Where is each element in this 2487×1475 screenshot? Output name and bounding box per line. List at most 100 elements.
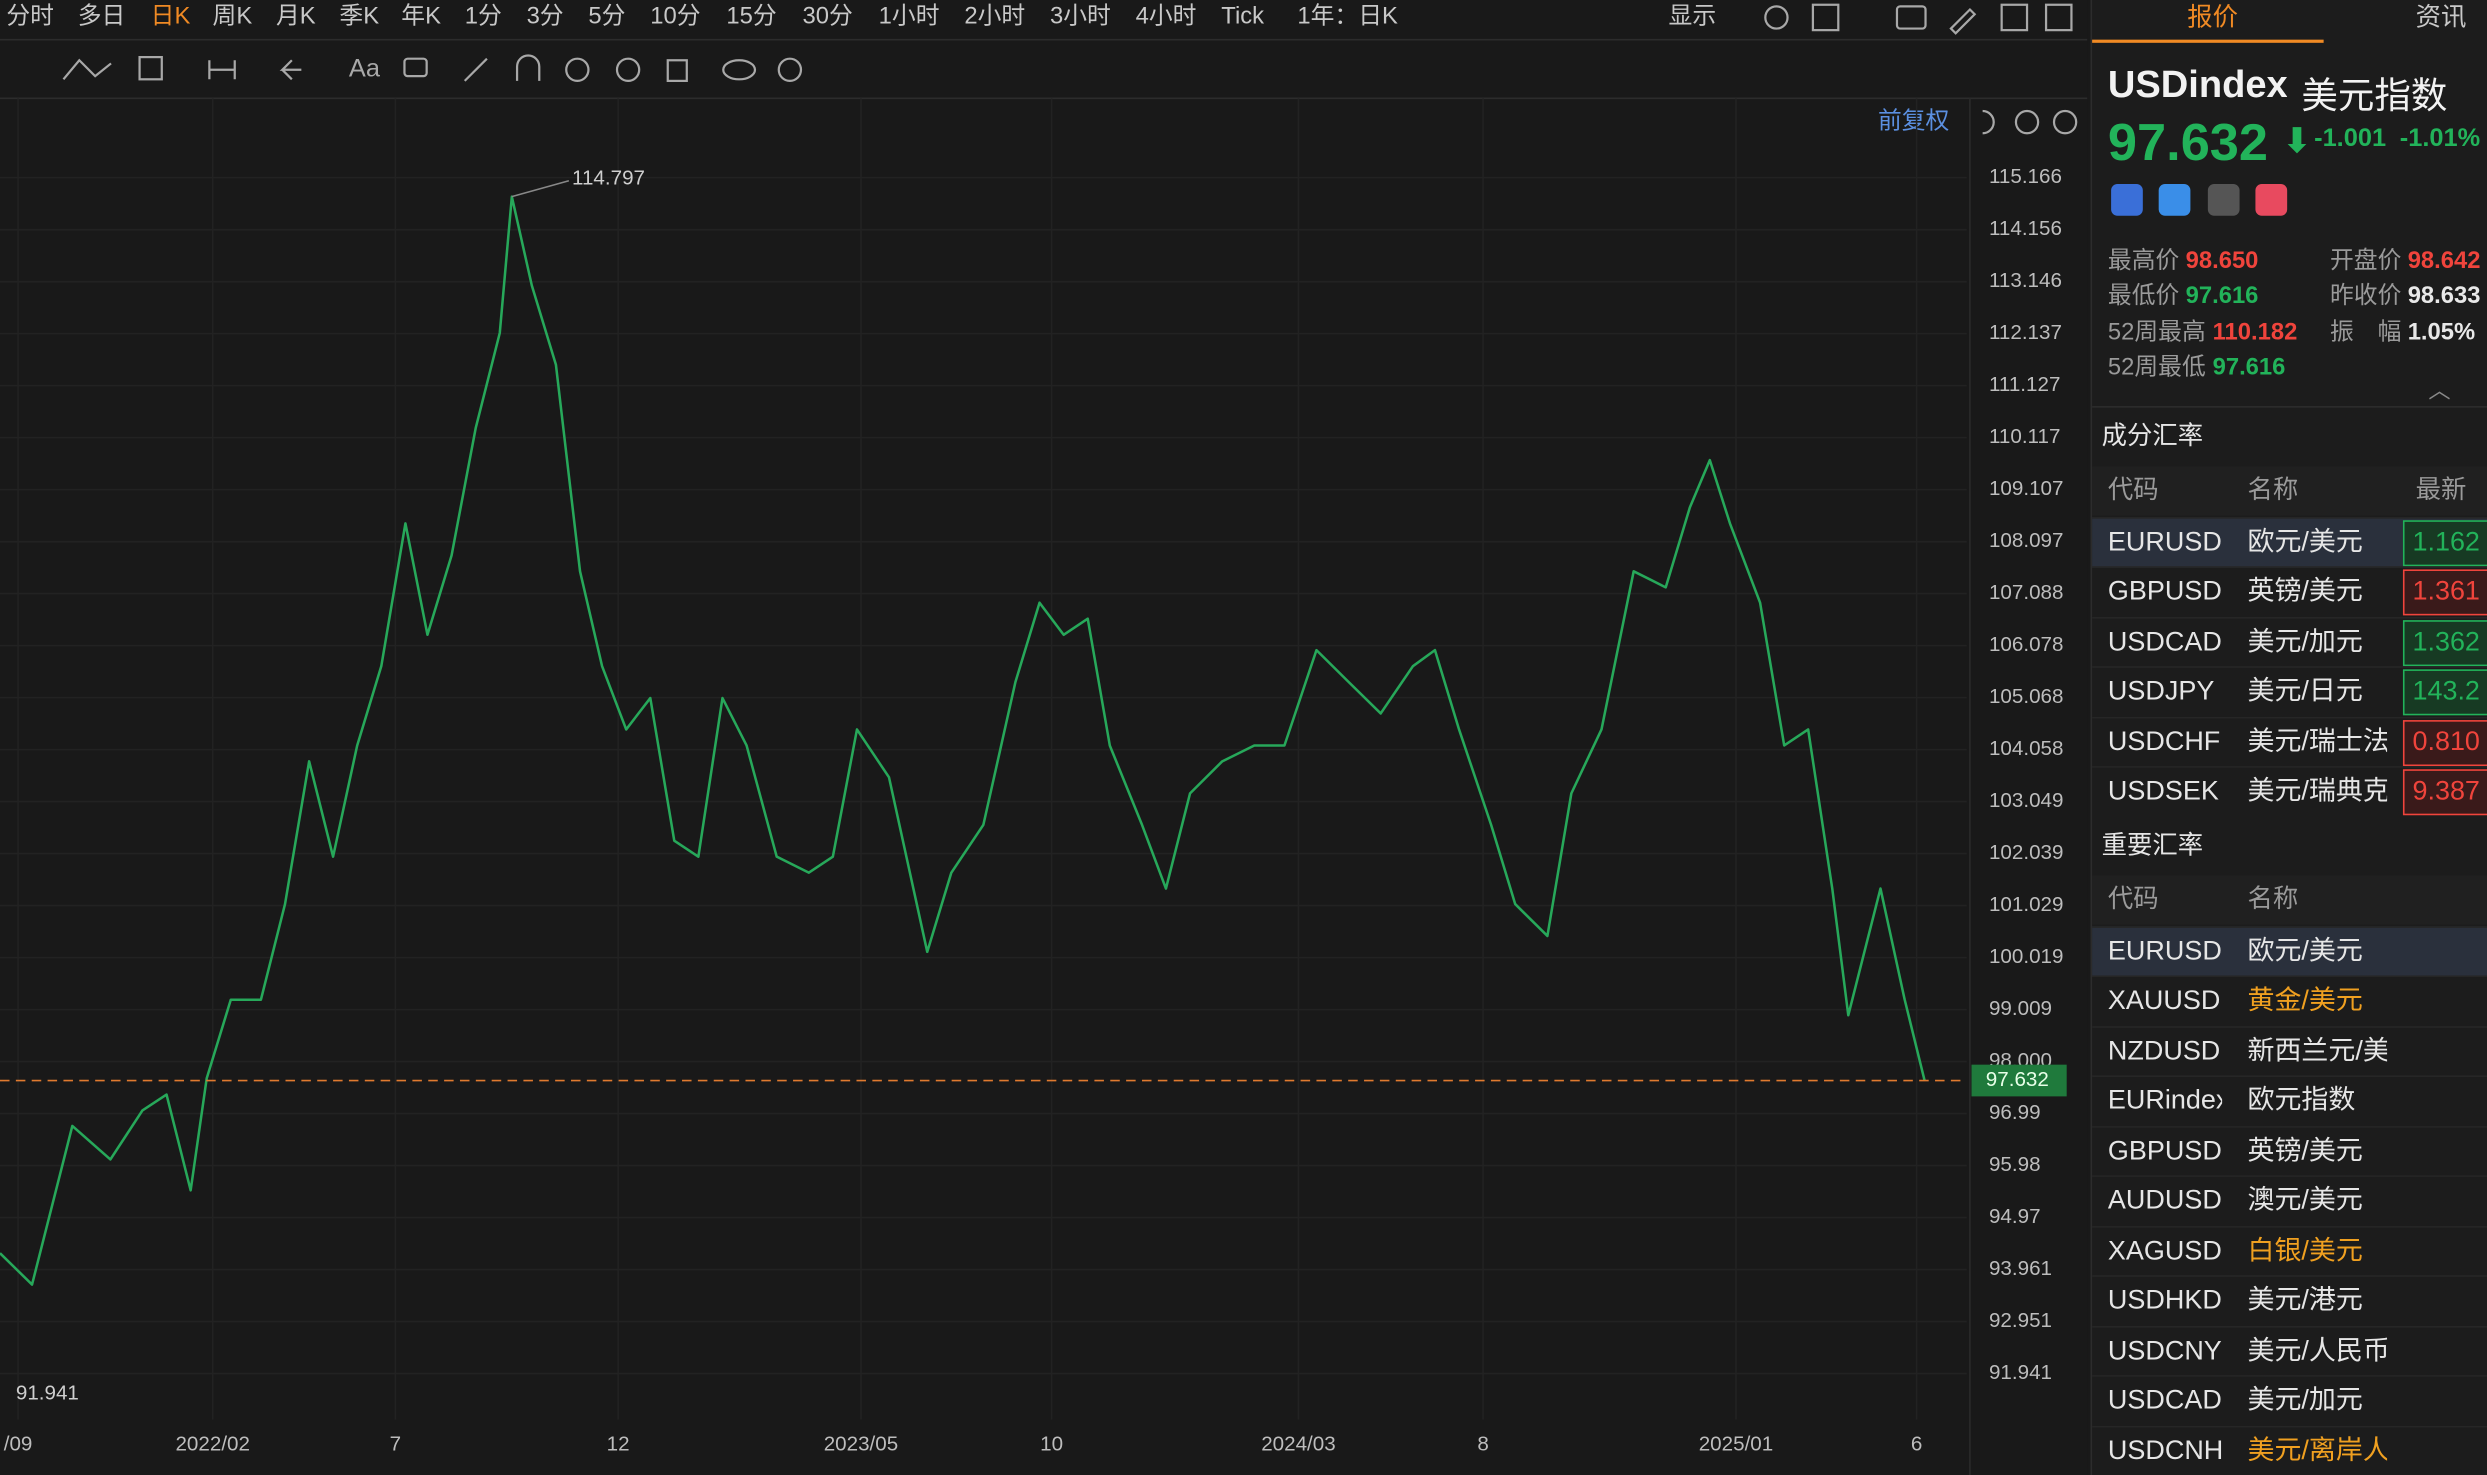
code: AUDUSD xyxy=(2107,1184,2222,1215)
table-row[interactable] xyxy=(2092,1325,2487,1376)
table-row[interactable] xyxy=(2092,1375,2487,1426)
name: 英镑/美元 xyxy=(2247,575,2363,606)
magnet-tool[interactable] xyxy=(515,54,541,81)
period-tab[interactable]: 年K xyxy=(401,3,441,30)
zoom-out[interactable] xyxy=(2014,109,2040,135)
change: -1.001 xyxy=(2314,125,2387,153)
note-tool[interactable] xyxy=(403,57,428,78)
period-tab[interactable]: 季K xyxy=(339,3,379,30)
period-tab[interactable]: 30分 xyxy=(803,3,853,30)
code: EURindex xyxy=(2107,1084,2223,1116)
web-icon[interactable] xyxy=(2111,183,2143,216)
reset-view[interactable] xyxy=(1982,109,1995,135)
table-row[interactable] xyxy=(2092,766,2487,817)
period-tab[interactable]: 日K xyxy=(151,3,191,30)
draw-settings[interactable] xyxy=(777,57,803,83)
section-title: 重要汇率 xyxy=(2101,832,2204,860)
last-bg xyxy=(2402,669,2487,716)
adjust-mode[interactable]: 前复权 xyxy=(1878,107,1950,134)
period-tab[interactable]: 3分 xyxy=(527,3,564,30)
period-tab[interactable]: 周K xyxy=(213,3,253,30)
draw-icon[interactable] xyxy=(1949,7,1977,35)
period-tab[interactable]: 4小时 xyxy=(1136,3,1197,30)
y-tick-label: 99.009 xyxy=(1989,997,2052,1020)
x-tick-label: 2024/03 xyxy=(1261,1432,1336,1455)
range-tool[interactable] xyxy=(208,60,236,80)
period-tab[interactable]: 多日 xyxy=(78,3,126,30)
lock-tool[interactable] xyxy=(565,57,590,83)
chart: 1年：日K 显示 Aa 前复权 分时 多日 日K 周K 月K 季K 年K 1分 3分 5分 10分 1… xyxy=(0,2,2088,1475)
section-title: 成分汇率 xyxy=(2101,423,2204,451)
table-row[interactable] xyxy=(2092,1425,2487,1475)
table-row[interactable] xyxy=(2092,1075,2487,1126)
camera-icon[interactable] xyxy=(1895,5,1927,30)
tab-quote[interactable]: 报价 xyxy=(2187,4,2239,32)
period-tab[interactable]: 10分 xyxy=(650,3,700,30)
line-tool[interactable] xyxy=(62,58,112,81)
y-tick-label: 96.99 xyxy=(1989,1101,2041,1124)
name: 英镑/美元 xyxy=(2247,1134,2363,1165)
y-tick-label: 113.146 xyxy=(1989,269,2062,292)
y-tick-label: 108.097 xyxy=(1989,529,2063,552)
table-row[interactable] xyxy=(2092,566,2487,617)
table-row[interactable] xyxy=(2092,616,2487,667)
measure-tool[interactable] xyxy=(138,55,163,81)
text-tool[interactable]: Aa xyxy=(349,54,381,82)
stat-value: 110.182 xyxy=(2212,318,2298,346)
name: 欧元/美元 xyxy=(2247,525,2363,556)
tag-icon[interactable] xyxy=(2158,183,2191,216)
stat-label: 开盘价 xyxy=(2329,247,2402,275)
table-row[interactable] xyxy=(2092,1125,2487,1176)
pencil-tool[interactable] xyxy=(463,57,488,82)
high-label: 114.797 xyxy=(572,167,645,190)
period-tab[interactable]: 3小时 xyxy=(1050,3,1111,30)
display-menu[interactable]: 显示 xyxy=(1669,3,1717,30)
collapse-icon[interactable]: ︿ xyxy=(2428,377,2451,403)
table-header-bg xyxy=(2092,466,2487,516)
last-bg xyxy=(2402,719,2487,766)
stat-label: 52周最低 xyxy=(2107,353,2206,381)
layout-icon[interactable] xyxy=(1811,3,1840,32)
name: 美元/日元 xyxy=(2247,675,2363,706)
table-row[interactable] xyxy=(2092,1025,2487,1076)
range-select[interactable]: 1年：日K xyxy=(1297,3,1398,30)
y-tick-label: 92.951 xyxy=(1989,1309,2052,1332)
link-tool[interactable] xyxy=(722,59,757,81)
code: USDHKD xyxy=(2107,1284,2222,1315)
period-tab[interactable]: 2小时 xyxy=(964,3,1025,30)
settings-icon[interactable] xyxy=(1764,5,1789,30)
period-tab[interactable]: 1小时 xyxy=(879,3,940,30)
table-row[interactable] xyxy=(2092,716,2487,767)
note-icon[interactable] xyxy=(2207,183,2240,216)
delete-tool[interactable] xyxy=(666,59,688,83)
table-row[interactable] xyxy=(2092,666,2487,717)
period-tab[interactable]: 月K xyxy=(276,3,316,30)
stat-value: 1.05% xyxy=(2407,318,2476,346)
panel-icon[interactable] xyxy=(2044,3,2073,32)
arrow-tool[interactable] xyxy=(279,59,302,81)
tab-news[interactable]: 资讯 xyxy=(2415,4,2467,32)
table-row[interactable] xyxy=(2092,925,2487,977)
period-tab[interactable]: 1分 xyxy=(465,3,502,30)
table-row[interactable] xyxy=(2092,1175,2487,1226)
name: 美元/人民币 xyxy=(2247,1334,2388,1365)
period-tab[interactable]: Tick xyxy=(1221,3,1264,30)
hide-tool[interactable] xyxy=(615,57,641,83)
name: 欧元/美元 xyxy=(2247,935,2363,966)
table-row[interactable] xyxy=(2092,975,2487,1026)
name: 美元/瑞士法郎 xyxy=(2247,725,2388,756)
table-row[interactable] xyxy=(2092,1225,2487,1276)
period-tab[interactable]: 5分 xyxy=(588,3,625,30)
x-tick-label: /09 xyxy=(4,1432,33,1455)
favorite-icon[interactable] xyxy=(2255,183,2288,216)
x-tick-label: 6 xyxy=(1911,1432,1922,1455)
period-tab[interactable]: 分时 xyxy=(6,3,54,30)
stat-value: 97.616 xyxy=(2212,353,2286,381)
zoom-in[interactable] xyxy=(2052,109,2078,135)
fullscreen-icon[interactable] xyxy=(2000,3,2029,32)
period-tab[interactable]: 15分 xyxy=(726,3,776,30)
table-row[interactable] xyxy=(2092,1275,2487,1326)
code: USDCAD xyxy=(2107,1384,2222,1415)
stat-label: 最高价 xyxy=(2107,247,2180,275)
